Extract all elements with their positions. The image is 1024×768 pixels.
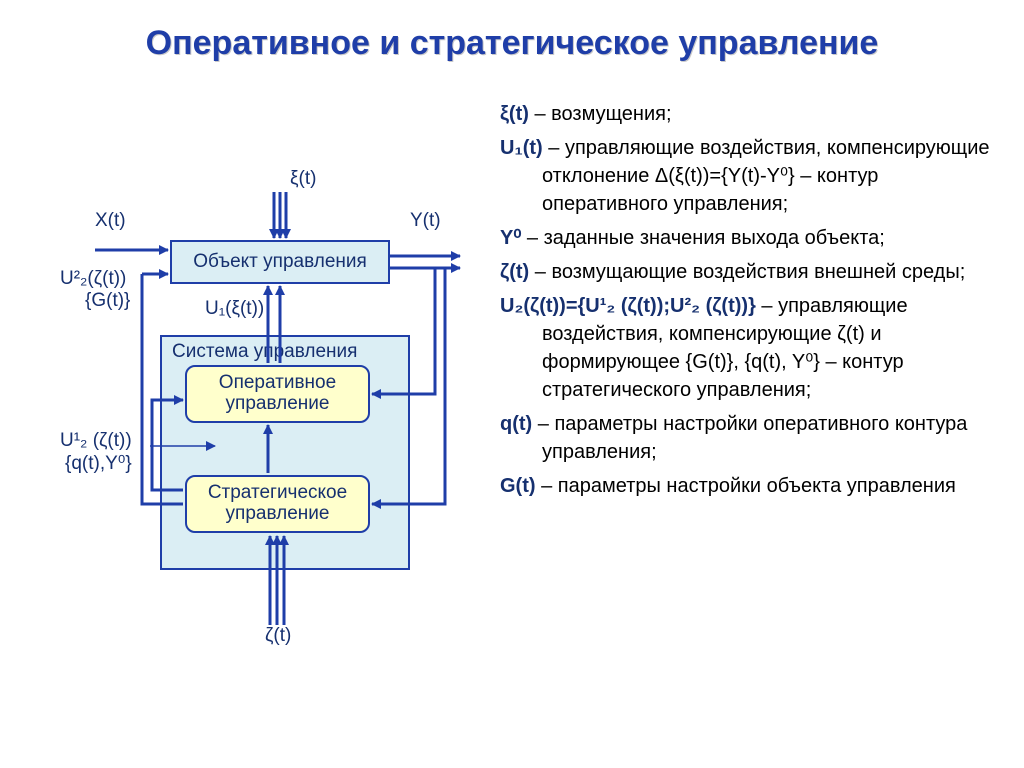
legend-desc: – параметры настройки оперативного конту… <box>532 413 967 463</box>
control-diagram: Объект управления Система управления Опе… <box>40 150 470 710</box>
label-zeta: ζ(t) <box>265 625 291 647</box>
label-U22: U²₂(ζ(t)) <box>60 268 126 290</box>
legend-item: ξ(t) – возмущения; <box>500 100 1000 128</box>
legend-term: q(t) <box>500 413 532 435</box>
legend: ξ(t) – возмущения; U₁(t) – управляющие в… <box>500 100 1000 506</box>
legend-item: ζ(t) – возмущающие воздействия внешней с… <box>500 258 1000 286</box>
legend-term: U₂(ζ(t))={U¹₂ (ζ(t));U²₂ (ζ(t))} <box>500 295 756 317</box>
label-U1xi: U₁(ξ(t)) <box>205 298 264 320</box>
legend-desc: – управляющие воздействия, компенсирующи… <box>542 137 990 215</box>
legend-term: G(t) <box>500 475 536 497</box>
legend-desc: – параметры настройки объекта управления <box>536 475 956 497</box>
legend-term: Y⁰ <box>500 227 521 249</box>
node-strategic: Стратегическое управление <box>185 475 370 533</box>
label-X: X(t) <box>95 210 126 232</box>
legend-item: q(t) – параметры настройки оперативного … <box>500 410 1000 466</box>
node-operative-label: Оперативное управление <box>187 373 368 415</box>
legend-term: U₁(t) <box>500 137 543 159</box>
node-strategic-label: Стратегическое управление <box>187 483 368 525</box>
node-object: Объект управления <box>170 240 390 284</box>
label-xi: ξ(t) <box>290 168 316 190</box>
legend-term: ξ(t) <box>500 103 529 125</box>
legend-term: ζ(t) <box>500 261 529 283</box>
legend-item: U₁(t) – управляющие воздействия, компенс… <box>500 134 1000 218</box>
label-U12: U¹₂ (ζ(t)) <box>60 430 132 452</box>
legend-item: G(t) – параметры настройки объекта управ… <box>500 472 1000 500</box>
legend-desc: – возмущения; <box>529 103 672 125</box>
legend-desc: – возмущающие воздействия внешней среды; <box>529 261 965 283</box>
node-system-label: Система управления <box>172 341 357 363</box>
label-qY0: {q(t),Y⁰} <box>65 452 132 475</box>
node-object-label: Объект управления <box>193 251 367 273</box>
legend-item: Y⁰ – заданные значения выхода объекта; <box>500 224 1000 252</box>
legend-desc: – заданные значения выхода объекта; <box>521 227 884 249</box>
node-operative: Оперативное управление <box>185 365 370 423</box>
label-Y: Y(t) <box>410 210 441 232</box>
slide-title: Оперативное и стратегическое управление <box>0 24 1024 63</box>
label-Gt: {G(t)} <box>85 290 130 312</box>
legend-item: U₂(ζ(t))={U¹₂ (ζ(t));U²₂ (ζ(t))} – управ… <box>500 292 1000 404</box>
